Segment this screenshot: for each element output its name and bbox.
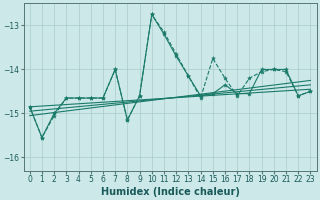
X-axis label: Humidex (Indice chaleur): Humidex (Indice chaleur) xyxy=(101,187,240,197)
